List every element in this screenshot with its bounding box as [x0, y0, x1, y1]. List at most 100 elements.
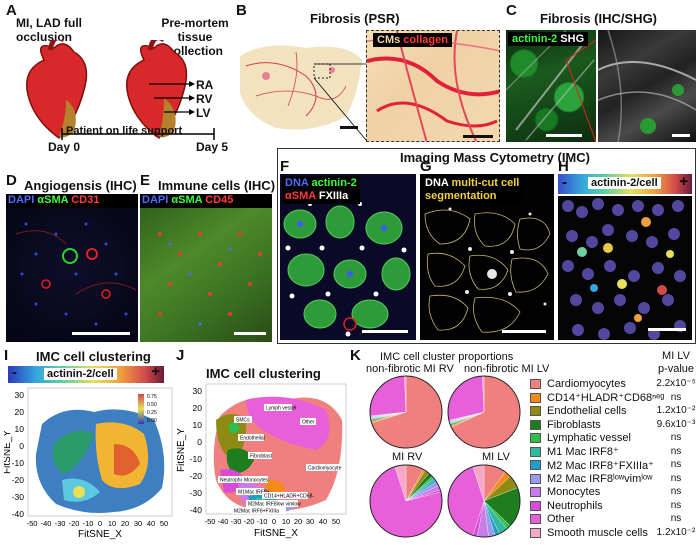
legend-swatch-5 [530, 446, 541, 457]
colorbar-label: actinin-2/cell [588, 177, 661, 189]
heart-day5-icon [126, 40, 195, 139]
pie-legend: Cardiomyocytes CD14⁺HLADR⁺CD68ⁿᵉᵍ Endoth… [530, 378, 664, 539]
panel-j-title: IMC cell clustering [206, 366, 321, 381]
legend-label-2: Endothelial cells [547, 405, 627, 417]
j-ytick-3: 0 [197, 437, 202, 447]
seg-label-multicut: multi-cut cell [451, 177, 520, 189]
angio-label-asma: αSMA [37, 194, 69, 206]
tsne-colorbar-minus: - [12, 364, 17, 381]
panel-letter-b: B [236, 2, 247, 19]
pvalue-header-2: p-value [657, 363, 695, 375]
j-cluster-m2mac-fxiiia: M2Mac IRF8+FXIIIa [234, 509, 279, 515]
chamber-lv: LV [196, 106, 211, 120]
panel-a-right-title: Pre-mortem tissue collection [161, 16, 229, 58]
panel-d-title: Angiogensis (IHC) [24, 178, 137, 193]
legend-label-7: M2 Mac IRF8ˡᵒʷvimˡᵒʷ [547, 472, 653, 485]
i-ytick-7: -40 [12, 509, 25, 519]
j-cluster-other: Other [302, 420, 315, 426]
panel-letter-f: F [280, 158, 290, 175]
timeline-label: Patient on life support [66, 125, 183, 137]
legend-swatch-10 [530, 514, 541, 524]
j-cluster-smcs: SMCs [236, 418, 250, 424]
legend-item: M2 Mac IRF8ˡᵒʷvimˡᵒʷ [530, 473, 652, 485]
pie-outline [369, 375, 443, 449]
legend-item: M1 Mac IRF8⁺ [530, 446, 619, 458]
zoom-connector [313, 63, 367, 141]
shg-label-shg: SHG [560, 33, 585, 45]
imc-label-asma: αSMA [285, 190, 316, 202]
tsne-colorbar-i: - actinin-2/cell + [8, 363, 164, 383]
panel-e-title: Immune cells (IHC) [158, 178, 276, 193]
legend-item: Endothelial cells [530, 405, 627, 417]
pvalue-8: ns [670, 486, 682, 497]
i-ytick-6: -30 [12, 492, 25, 502]
pie-outline [369, 464, 443, 538]
pie-outline [447, 375, 521, 449]
pvalue-4: ns [670, 432, 682, 443]
legend-swatch-9 [530, 500, 541, 511]
immune-label-cd45: CD45 [205, 194, 234, 206]
i-xtick-2: -30 [55, 519, 66, 528]
imc-label-fxiiia: FXIIIa [318, 190, 349, 202]
pie-outline [447, 464, 521, 538]
panel-i-title: IMC cell clustering [36, 349, 151, 364]
psr-whole-section-image [236, 36, 364, 136]
colorbar-minus: - [562, 174, 567, 191]
panel-letter-a: A [6, 2, 17, 19]
pie-slice-other [369, 375, 407, 417]
panel-letter-d: D [6, 172, 17, 189]
i-xtick-5: 0 [98, 519, 102, 528]
j-xlabel: FitSNE_X [254, 528, 298, 539]
i-ytick-5: -20 [12, 475, 25, 485]
j-ytick-5: -20 [190, 471, 203, 481]
i-ylabel: FitSNE_Y [4, 430, 13, 474]
legend-swatch-3 [530, 419, 541, 430]
segmentation-image: DNA multi-cut cell segmentation [420, 174, 554, 340]
pie-title-0: non-fibrotic MI RV [366, 363, 454, 375]
legend-label-6: M2 Mac IRF8⁺FXIIIa⁺ [547, 459, 654, 472]
pvalue-5: ns [670, 445, 682, 457]
actinin-colorbar: - actinin-2/cell + [558, 173, 692, 194]
pie-nonfibrotic-rv [369, 375, 443, 449]
colorbar-plus: + [679, 173, 688, 190]
pvalue-11: 1.2x10⁻² [656, 526, 696, 538]
j-cluster-m2mac-low: M2Mac IRF8low vimlow [248, 502, 301, 508]
j-cluster-m1mac: M1Mac IRF8+ [238, 490, 270, 496]
i-ytick-2: 10 [15, 424, 25, 434]
i-xtick-6: 10 [108, 519, 116, 528]
panel-k-title: IMC cell cluster proportions [380, 351, 514, 363]
pie-title-2: MI RV [392, 451, 423, 463]
panel-letter-k: K [350, 347, 361, 364]
j-cluster-monocytes: Monocytes [244, 478, 269, 484]
pie-title-1: non-fibrotic MI LV [464, 363, 550, 375]
immune-label-asma: αSMA [171, 194, 203, 206]
imc-frame [277, 148, 696, 344]
chamber-ra: RA [196, 78, 214, 92]
j-ytick-1: 20 [193, 403, 203, 413]
heart-day0-icon [26, 40, 88, 139]
panel-letter-e: E [140, 172, 151, 189]
j-ytick-2: 10 [193, 420, 203, 430]
j-cluster-lymph: Lymph vessel [266, 406, 296, 412]
j-xtick-3: -20 [244, 517, 255, 526]
seg-label-dna: DNA [425, 177, 449, 189]
seg-label-segmentation: segmentation [425, 190, 497, 202]
j-xtick-8: 30 [306, 517, 314, 526]
j-ytick-0: 30 [193, 386, 203, 396]
i-xtick-10: 50 [160, 519, 168, 528]
j-cluster-fibroblast: Fibroblast [250, 454, 273, 460]
j-xtick-7: 20 [294, 517, 302, 526]
j-ytick-4: -10 [190, 454, 203, 464]
tsne-colorbar-plus: + [151, 363, 160, 380]
legend-label-3: Fibroblasts [547, 418, 601, 431]
legend-item: Smooth muscle cells [530, 527, 648, 539]
day-start: Day 0 [48, 140, 81, 154]
i-xtick-0: -50 [27, 519, 38, 528]
i-xtick-8: 30 [134, 519, 142, 528]
pvalue-2: 1.2x10⁻² [656, 405, 696, 416]
i-xtick-7: 20 [121, 519, 129, 528]
tsne-colorbar-label: actinin-2/cell [44, 368, 117, 380]
j-xtick-10: 50 [332, 517, 340, 526]
j-cluster-neutrophils: Neutrophils [220, 478, 246, 484]
shg-wide-image: actinin-2 SHG [506, 30, 596, 142]
